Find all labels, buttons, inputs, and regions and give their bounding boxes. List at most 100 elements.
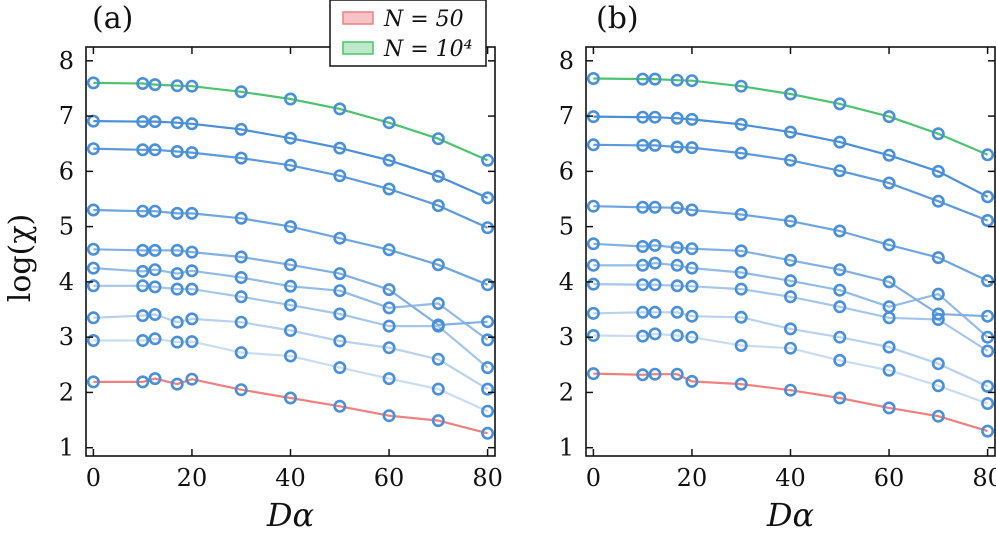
data-point [148, 263, 162, 277]
data-point [882, 176, 896, 190]
data-point [734, 338, 748, 352]
data-point [586, 237, 600, 251]
data-point [136, 143, 150, 157]
data-point [431, 132, 445, 146]
data-point [86, 333, 100, 347]
data-point [431, 199, 445, 213]
data-point [734, 377, 748, 391]
data-point [783, 214, 797, 228]
data-point [685, 374, 699, 388]
data-point [283, 220, 297, 234]
data-point [981, 190, 995, 204]
data-point [382, 283, 396, 297]
data-point [170, 116, 184, 130]
data-point [431, 169, 445, 183]
x-tick-label: 80 [972, 464, 996, 492]
data-point [185, 79, 199, 93]
data-point [136, 243, 150, 257]
x-tick-label: 40 [775, 464, 806, 492]
legend-label-n10000: N = 10⁴ [383, 37, 472, 62]
data-point [86, 142, 100, 156]
data-point [136, 204, 150, 218]
data-point [382, 153, 396, 167]
legend-frame [329, 0, 487, 67]
data-point [148, 307, 162, 321]
data-point [234, 85, 248, 99]
data-point [648, 256, 662, 270]
data-point [170, 145, 184, 159]
data-point [136, 264, 150, 278]
data-point [670, 73, 684, 87]
data-point [431, 296, 445, 310]
x-tick-label: 80 [472, 464, 503, 492]
data-point [333, 267, 347, 281]
data-point [382, 319, 396, 333]
y-tick-label: 3 [559, 323, 574, 351]
data-point [783, 253, 797, 267]
data-point [185, 335, 199, 349]
x-tick-label: 40 [275, 464, 306, 492]
data-point [981, 274, 995, 288]
data-point [636, 138, 650, 152]
data-point [783, 274, 797, 288]
data-point [931, 287, 945, 301]
data-point [931, 307, 945, 321]
x-tick-label: 0 [86, 464, 101, 492]
x-tick-label: 20 [677, 464, 708, 492]
data-point [685, 242, 699, 256]
data-point [882, 238, 896, 252]
data-point [234, 383, 248, 397]
data-point [86, 76, 100, 90]
data-point [86, 279, 100, 293]
data-point [586, 306, 600, 320]
data-point [648, 200, 662, 214]
data-point [931, 164, 945, 178]
data-point [170, 315, 184, 329]
data-point [170, 206, 184, 220]
data-point [833, 224, 847, 238]
data-point [185, 264, 199, 278]
data-point [481, 315, 495, 329]
data-point [685, 141, 699, 155]
data-point [734, 146, 748, 160]
legend-swatch-n10000 [342, 41, 374, 55]
data-point [833, 391, 847, 405]
y-axis-label: log(χ) [3, 214, 38, 302]
data-point [136, 115, 150, 129]
data-point [136, 309, 150, 323]
data-point [931, 127, 945, 141]
data-point [981, 396, 995, 410]
data-point [833, 164, 847, 178]
data-point [431, 318, 445, 332]
data-point [685, 112, 699, 126]
data-point [481, 278, 495, 292]
y-tick-label: 8 [59, 47, 74, 75]
data-point [586, 199, 600, 213]
data-point [148, 243, 162, 257]
data-point [185, 117, 199, 131]
data-point [481, 333, 495, 347]
data-point [882, 110, 896, 124]
data-point [481, 361, 495, 375]
data-point [685, 309, 699, 323]
legend-label-n50: N = 50 [383, 7, 464, 32]
data-point [648, 278, 662, 292]
data-point [481, 404, 495, 418]
x-axis-label: Dα [266, 496, 314, 534]
data-point [148, 115, 162, 129]
data-point [333, 102, 347, 116]
y-tick-label: 4 [59, 268, 74, 296]
legend: N = 50 N = 10⁴ [329, 0, 487, 67]
data-point [734, 79, 748, 93]
data-point [170, 79, 184, 93]
y-axis-label-text: log(χ) [3, 214, 38, 302]
data-point [481, 221, 495, 235]
data-point [833, 135, 847, 149]
y-tick-label: 5 [59, 213, 74, 241]
data-point [148, 78, 162, 92]
data-point [670, 367, 684, 381]
data-point [833, 97, 847, 111]
data-point [185, 282, 199, 296]
data-point [734, 310, 748, 324]
panel-b: (b) 0 20 40 60 80 1 2 3 4 5 6 7 8 Dα [559, 1, 996, 534]
